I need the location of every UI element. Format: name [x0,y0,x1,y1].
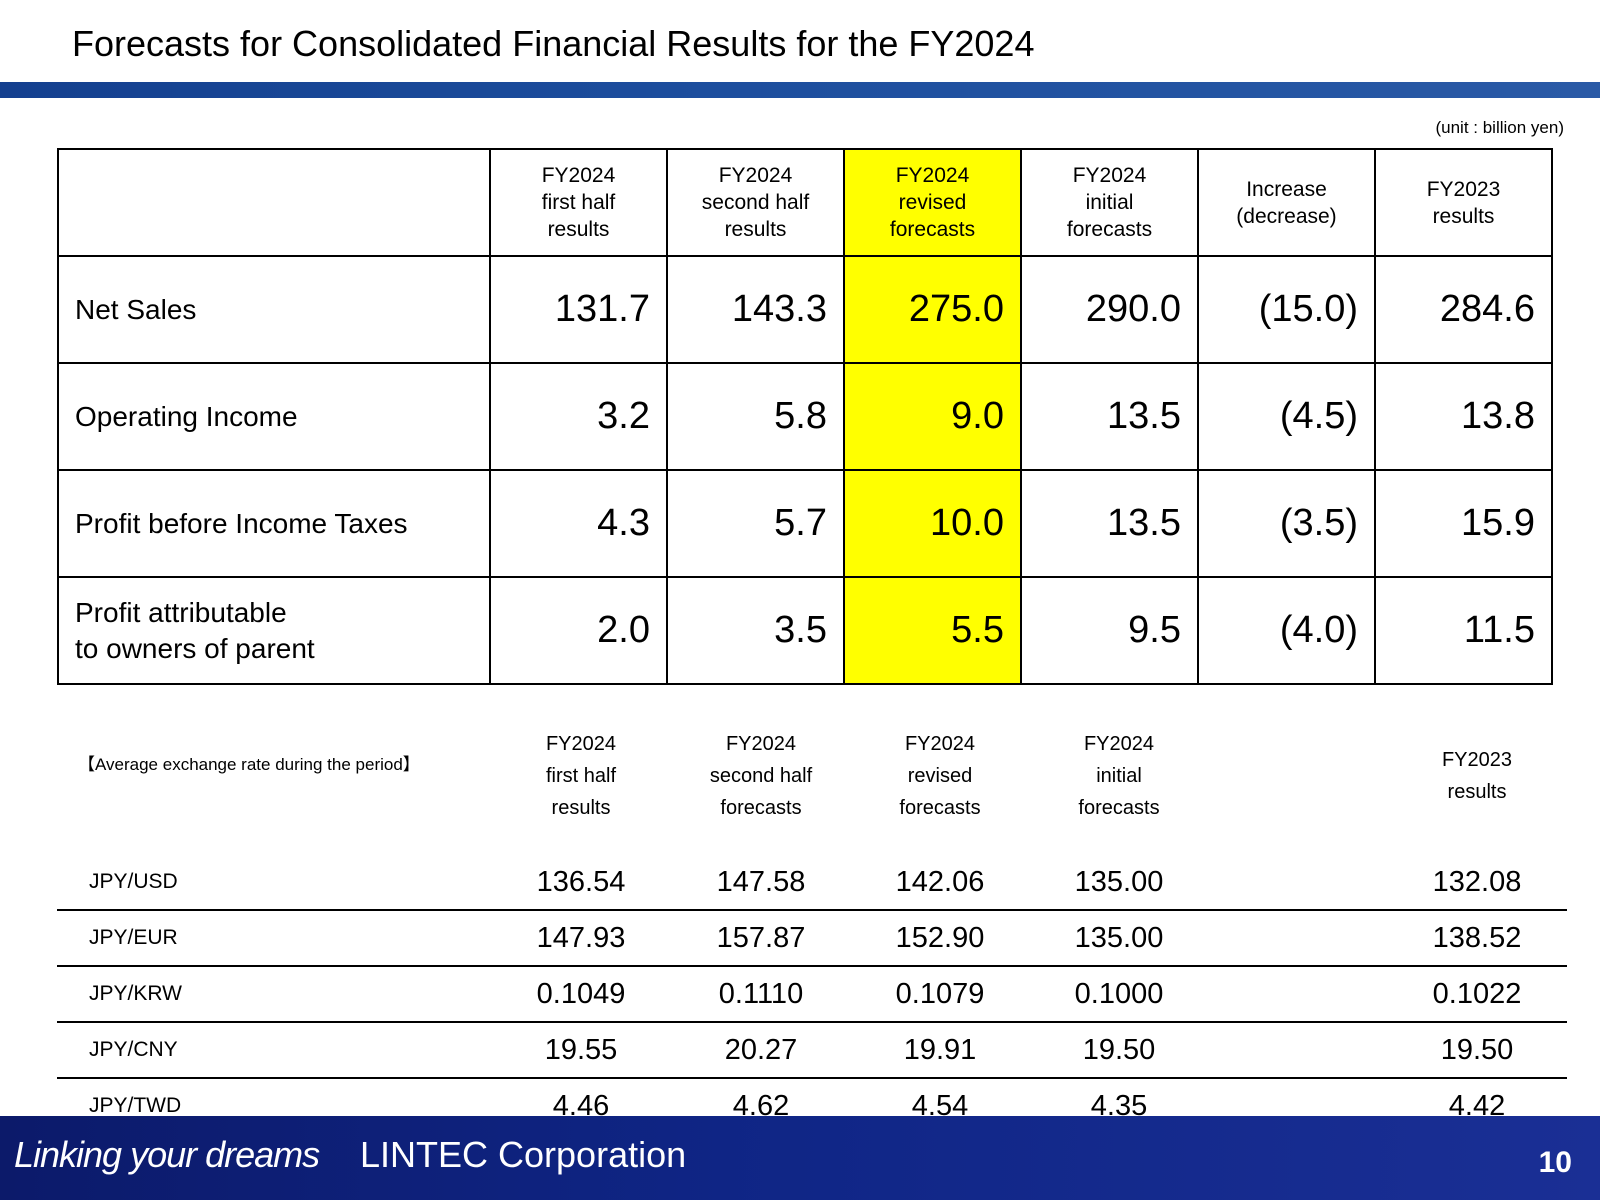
fx-cell: 19.91 [903,1034,977,1066]
fx-table: JPY/USD 136.54 147.58 142.06 135.00 132.… [57,855,1567,1135]
fx-row: JPY/USD 136.54 147.58 142.06 135.00 132.… [57,855,1567,911]
footer-slogan: Linking your dreams [14,1134,320,1175]
table-cell: 2.0 [489,576,668,685]
fx-header-cell: FY2024 first half results [545,733,617,819]
fx-cell: 157.87 [716,922,806,954]
table-cell: 3.2 [489,362,668,471]
fx-currency-label: JPY/EUR [89,926,178,949]
table-cell: 290.0 [1020,255,1199,364]
fx-row: JPY/EUR 147.93 157.87 152.90 135.00 138.… [57,911,1567,967]
table-cell: 4.3 [489,469,668,578]
fx-cell: 0.1022 [1432,978,1522,1010]
footer-bar: Linking your dreams LINTEC Corporation 1… [0,1116,1600,1200]
fx-currency-label: JPY/CNY [89,1038,178,1061]
table-cell: 9.5 [1020,576,1199,685]
table-cell: 15.9 [1374,469,1553,578]
row-label: Operating Income [57,362,491,471]
results-header-cell: FY2024 initial forecasts [1020,148,1199,257]
table-cell: 284.6 [1374,255,1553,364]
title-divider-bar [0,82,1600,98]
table-cell: (4.5) [1197,362,1376,471]
table-cell: 3.5 [666,576,845,685]
table-cell: (4.0) [1197,576,1376,685]
row-label: Net Sales [57,255,491,364]
results-header-cell: FY2024 second half results [666,148,845,257]
table-cell-highlighted: 9.0 [843,362,1022,471]
fx-cell: 152.90 [895,922,985,954]
fx-cell: 138.52 [1432,922,1522,954]
fx-cell: 135.00 [1074,922,1164,954]
table-row: Net Sales 131.7 143.3 275.0 290.0 (15.0)… [57,255,1553,364]
fx-currency-label: JPY/TWD [89,1094,182,1117]
fx-cell: 19.50 [1440,1034,1514,1066]
fx-cell: 20.27 [724,1034,798,1066]
table-row: Operating Income 3.2 5.8 9.0 13.5 (4.5) … [57,362,1553,471]
fx-cell: 136.54 [536,866,626,898]
row-label: Profit attributable to owners of parent [57,576,491,685]
fx-cell: 0.1000 [1074,978,1164,1010]
table-cell-highlighted: 10.0 [843,469,1022,578]
table-cell-highlighted: 275.0 [843,255,1022,364]
results-header-cell-highlighted: FY2024 revised forecasts [843,148,1022,257]
results-header-cell: FY2023 results [1374,148,1553,257]
row-label: Profit before Income Taxes [57,469,491,578]
fx-cell: 132.08 [1432,866,1522,898]
fx-row: JPY/CNY 19.55 20.27 19.91 19.50 19.50 [57,1023,1567,1079]
fx-cell: 0.1079 [895,978,985,1010]
fx-header-cell: FY2024 initial forecasts [1078,733,1160,819]
table-cell: 5.7 [666,469,845,578]
results-header-blank [57,148,491,257]
table-cell: 13.5 [1020,362,1199,471]
fx-cell: 147.93 [536,922,626,954]
table-cell: 131.7 [489,255,668,364]
table-cell-highlighted: 5.5 [843,576,1022,685]
table-cell: 5.8 [666,362,845,471]
fx-cell: 147.58 [716,866,806,898]
fx-header-cell: FY2024 revised forecasts [899,733,981,819]
fx-cell: 0.1049 [536,978,626,1010]
table-row: Profit before Income Taxes 4.3 5.7 10.0 … [57,469,1553,578]
fx-header-cell: FY2023 results [1441,749,1513,803]
fx-currency-label: JPY/KRW [89,982,182,1005]
fx-cell: 19.55 [544,1034,618,1066]
fx-section-title: 【Average exchange rate during the period… [78,755,420,774]
results-header-cell: FY2024 first half results [489,148,668,257]
footer-company-name: LINTEC Corporation [360,1134,687,1175]
fx-header-cell: FY2024 second half forecasts [709,733,813,819]
table-cell: 143.3 [666,255,845,364]
fx-cell: 0.1110 [718,978,804,1010]
results-header-row: FY2024 first half results FY2024 second … [57,148,1553,257]
table-cell: 13.5 [1020,469,1199,578]
fx-currency-label: JPY/USD [89,870,178,893]
page-number: 10 [1538,1146,1572,1179]
table-cell: 13.8 [1374,362,1553,471]
table-cell: (3.5) [1197,469,1376,578]
fx-row: JPY/KRW 0.1049 0.1110 0.1079 0.1000 0.10… [57,967,1567,1023]
fx-cell: 135.00 [1074,866,1164,898]
fx-cell: 19.50 [1082,1034,1156,1066]
results-header-cell: Increase (decrease) [1197,148,1376,257]
fx-cell: 142.06 [895,866,985,898]
table-cell: (15.0) [1197,255,1376,364]
unit-note: (unit : billion yen) [1435,118,1564,137]
results-table: FY2024 first half results FY2024 second … [57,148,1553,685]
table-row: Profit attributable to owners of parent … [57,576,1553,685]
page-title: Forecasts for Consolidated Financial Res… [72,23,1035,64]
table-cell: 11.5 [1374,576,1553,685]
